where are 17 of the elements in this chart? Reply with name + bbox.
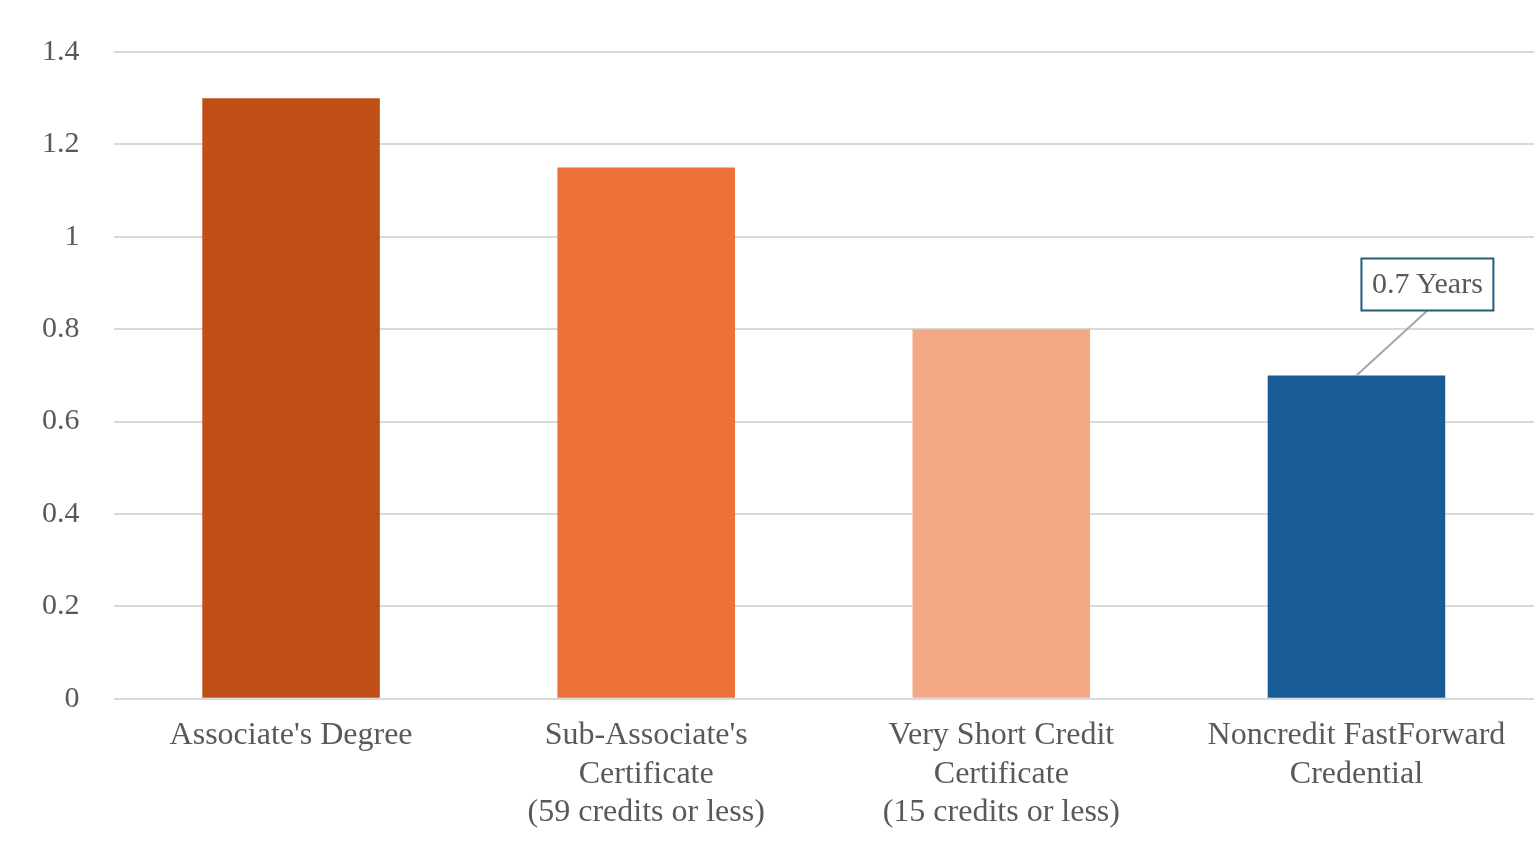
x-tick-label: Sub-Associate's Certificate (59 credits or less) bbox=[527, 715, 765, 829]
y-tick-label: 1 bbox=[64, 217, 80, 251]
annotation: 0.7 Years bbox=[1371, 266, 1483, 300]
y-tick-label: 0.2 bbox=[42, 587, 80, 621]
bar bbox=[912, 329, 1091, 698]
x-tick-label: Noncredit FastForward Credential bbox=[1207, 715, 1506, 790]
y-tick-label: 1.2 bbox=[42, 125, 80, 159]
bar bbox=[1267, 375, 1446, 698]
bar bbox=[557, 167, 735, 698]
x-tick-label: Very Short Credit Certificate (15 credits or less) bbox=[882, 715, 1120, 829]
y-tick-label: 0.4 bbox=[42, 494, 80, 528]
y-tick-label: 0 bbox=[64, 679, 80, 713]
y-tick-label: 1.4 bbox=[42, 32, 80, 66]
x-tick-label: Associate's Degree bbox=[169, 715, 413, 752]
y-tick-label: 0.8 bbox=[42, 310, 80, 344]
y-tick-label: 0.6 bbox=[42, 402, 80, 436]
bar bbox=[202, 98, 380, 698]
